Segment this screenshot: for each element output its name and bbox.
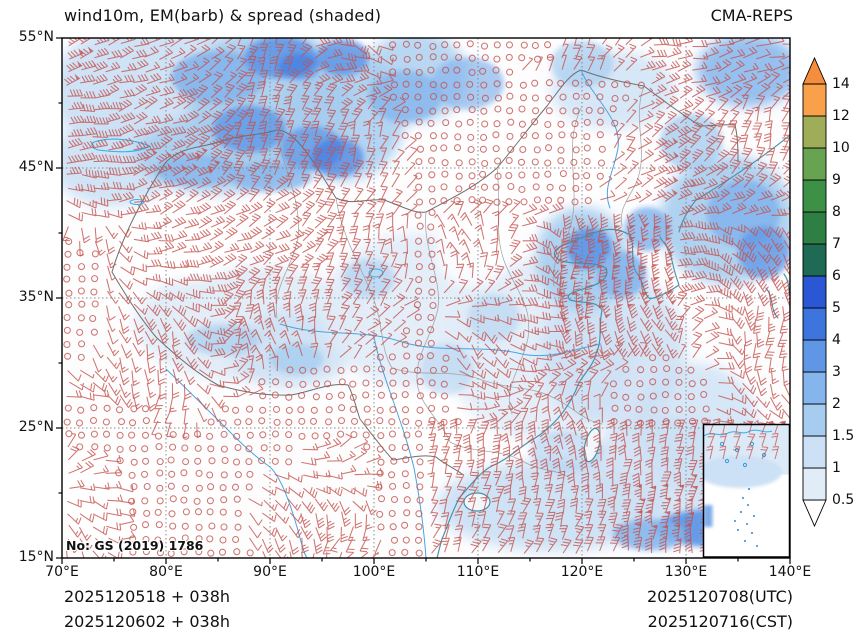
valid-time-cst: 2025120716(CST) bbox=[647, 612, 793, 631]
colorbar-tick-label: 5 bbox=[832, 300, 841, 316]
colorbar-tick-label: 8 bbox=[832, 204, 841, 220]
x-tick-label: 140°E bbox=[768, 564, 812, 580]
x-tick-label: 90°E bbox=[253, 564, 287, 580]
x-tick-label: 70°E bbox=[45, 564, 79, 580]
y-tick-label: 35°N bbox=[18, 289, 54, 305]
x-tick-label: 100°E bbox=[352, 564, 396, 580]
y-tick-label: 45°N bbox=[18, 159, 54, 175]
inset-island-specks bbox=[734, 488, 758, 547]
colorbar-tick-label: 12 bbox=[832, 108, 850, 124]
map-plot-area bbox=[62, 38, 790, 558]
axis-ticks bbox=[56, 37, 791, 564]
license-watermark: No: GS (2019) 1786 bbox=[66, 538, 204, 553]
x-tick-label: 80°E bbox=[149, 564, 183, 580]
y-tick-label: 15°N bbox=[18, 549, 54, 565]
colorbar-tick-label: 2 bbox=[832, 396, 841, 412]
x-tick-label: 110°E bbox=[456, 564, 500, 580]
colorbar bbox=[802, 56, 827, 528]
init-time-cst: 2025120602 + 038h bbox=[64, 612, 231, 631]
colorbar-tick-label: 4 bbox=[832, 332, 841, 348]
colorbar-tick-label: 10 bbox=[832, 140, 850, 156]
wind-barb-field bbox=[62, 38, 790, 558]
colorbar-tick-label: 9 bbox=[832, 172, 841, 188]
x-tick-label: 120°E bbox=[560, 564, 604, 580]
footer-valid-times: 2025120708(UTC) 2025120716(CST) bbox=[647, 584, 793, 634]
valid-time-utc: 2025120708(UTC) bbox=[647, 587, 793, 606]
colorbar-tick-label: 14 bbox=[832, 76, 850, 92]
colorbar-tick-label: 3 bbox=[832, 364, 841, 380]
colorbar-tick-label: 6 bbox=[832, 268, 841, 284]
chart-title: wind10m, EM(barb) & spread (shaded) bbox=[64, 6, 382, 25]
init-time-utc: 2025120518 + 038h bbox=[64, 587, 231, 606]
x-tick-label: 130°E bbox=[664, 564, 708, 580]
south-china-sea-inset bbox=[702, 423, 791, 558]
colorbar-tick-label: 7 bbox=[832, 236, 841, 252]
model-name: CMA-REPS bbox=[710, 6, 793, 25]
colorbar-tick-label: 1.5 bbox=[832, 428, 855, 444]
colorbar-tick-label: 0.5 bbox=[832, 492, 855, 508]
footer-init-times: 2025120518 + 038h 2025120602 + 038h bbox=[64, 584, 230, 634]
y-tick-label: 25°N bbox=[18, 419, 54, 435]
y-tick-label: 55°N bbox=[18, 29, 54, 45]
colorbar-tick-label: 1 bbox=[832, 460, 841, 476]
